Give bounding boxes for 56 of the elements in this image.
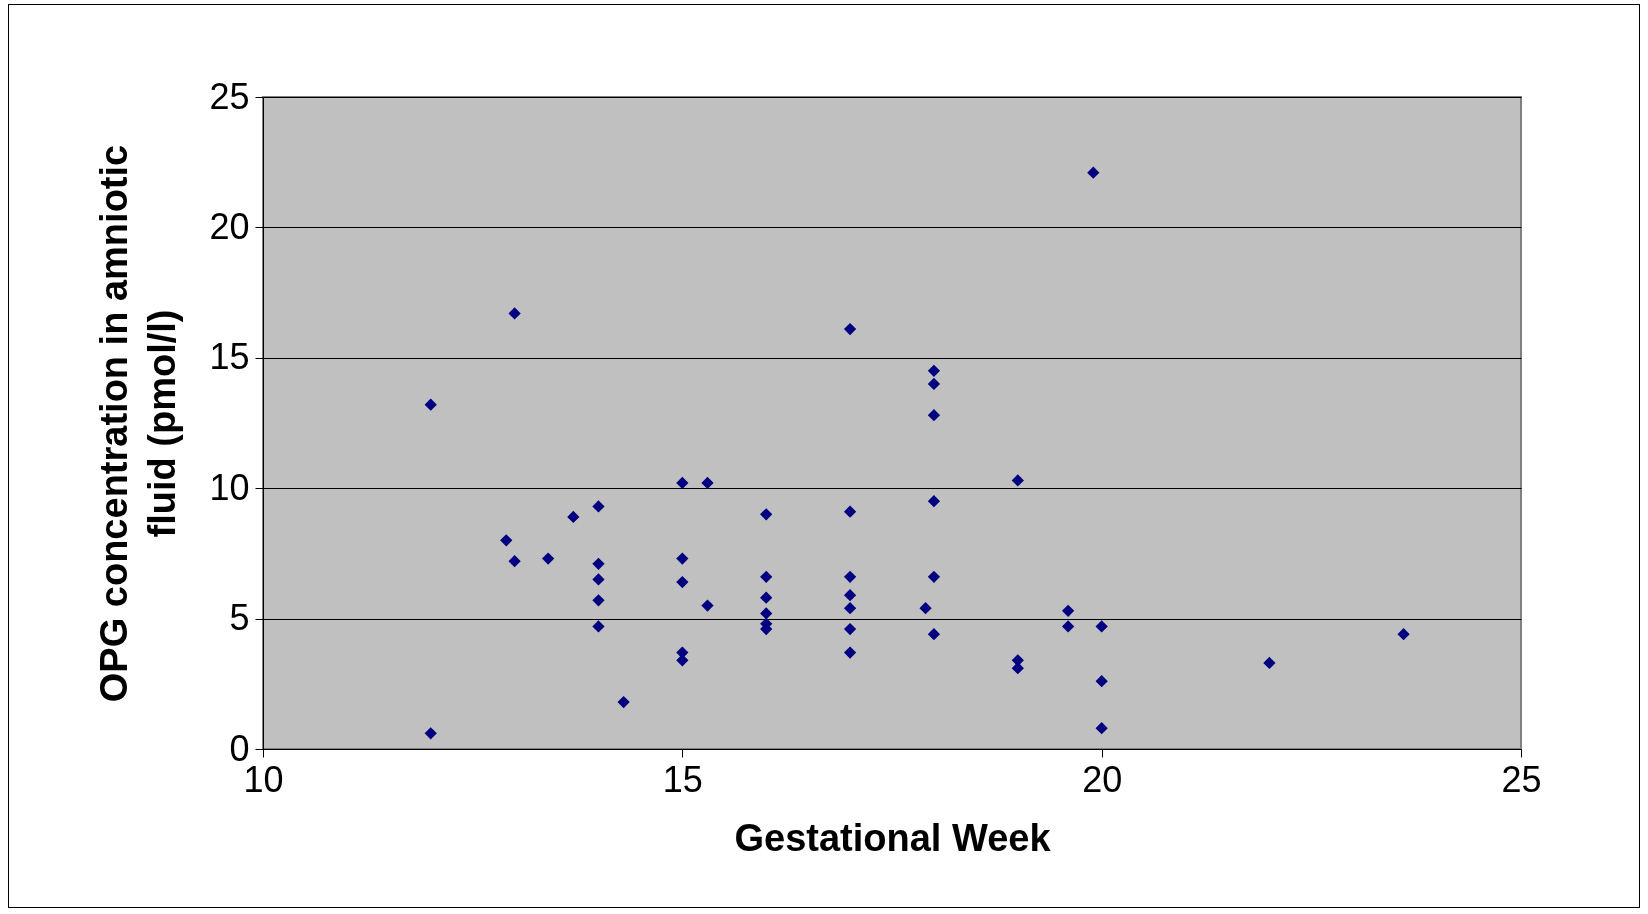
point <box>1011 474 1024 487</box>
point <box>760 508 773 521</box>
point <box>927 495 941 508</box>
point <box>592 557 605 570</box>
point <box>508 555 521 568</box>
point <box>1095 722 1108 735</box>
point <box>701 476 714 490</box>
point <box>843 322 857 336</box>
x-tick-label: 20 <box>1082 758 1123 800</box>
point <box>676 476 689 490</box>
point <box>843 570 857 583</box>
point <box>927 364 941 377</box>
point <box>760 607 773 620</box>
y-tick-label: 10 <box>209 466 250 508</box>
point <box>1062 604 1075 617</box>
y-tick-label: 15 <box>209 336 250 378</box>
y-tick-label: 0 <box>229 727 250 769</box>
x-tick-label: 15 <box>662 758 703 800</box>
point <box>919 602 932 615</box>
point <box>592 500 605 513</box>
point <box>843 622 857 636</box>
point <box>676 575 689 589</box>
x-tick-label: 25 <box>1501 758 1542 800</box>
point <box>760 570 773 583</box>
point <box>927 570 941 583</box>
point <box>927 377 941 390</box>
point <box>927 409 941 422</box>
point <box>1263 656 1276 670</box>
point <box>508 307 521 320</box>
point <box>843 505 857 518</box>
point <box>1095 675 1108 688</box>
x-axis-title: Gestational Week <box>734 816 1052 859</box>
point <box>617 695 630 709</box>
point <box>592 594 605 607</box>
point <box>927 628 941 641</box>
point <box>592 620 605 633</box>
point <box>1095 620 1108 633</box>
point <box>843 646 857 659</box>
y-tick-label: 5 <box>229 597 250 639</box>
point <box>1087 166 1100 179</box>
point <box>760 591 773 604</box>
y-tick-label: 25 <box>209 75 250 117</box>
y-tick-label: 20 <box>209 205 250 247</box>
point <box>843 602 857 615</box>
point <box>542 552 555 565</box>
y-axis-title: OPG concentration in amniotic fluid (pmol/l) <box>93 144 184 703</box>
point <box>1062 620 1075 633</box>
point <box>567 510 580 524</box>
point <box>843 589 857 602</box>
point <box>701 599 714 612</box>
point <box>676 552 689 565</box>
point <box>1397 628 1410 641</box>
point <box>592 573 605 586</box>
point <box>500 534 513 547</box>
point <box>424 727 437 740</box>
point <box>424 398 437 411</box>
